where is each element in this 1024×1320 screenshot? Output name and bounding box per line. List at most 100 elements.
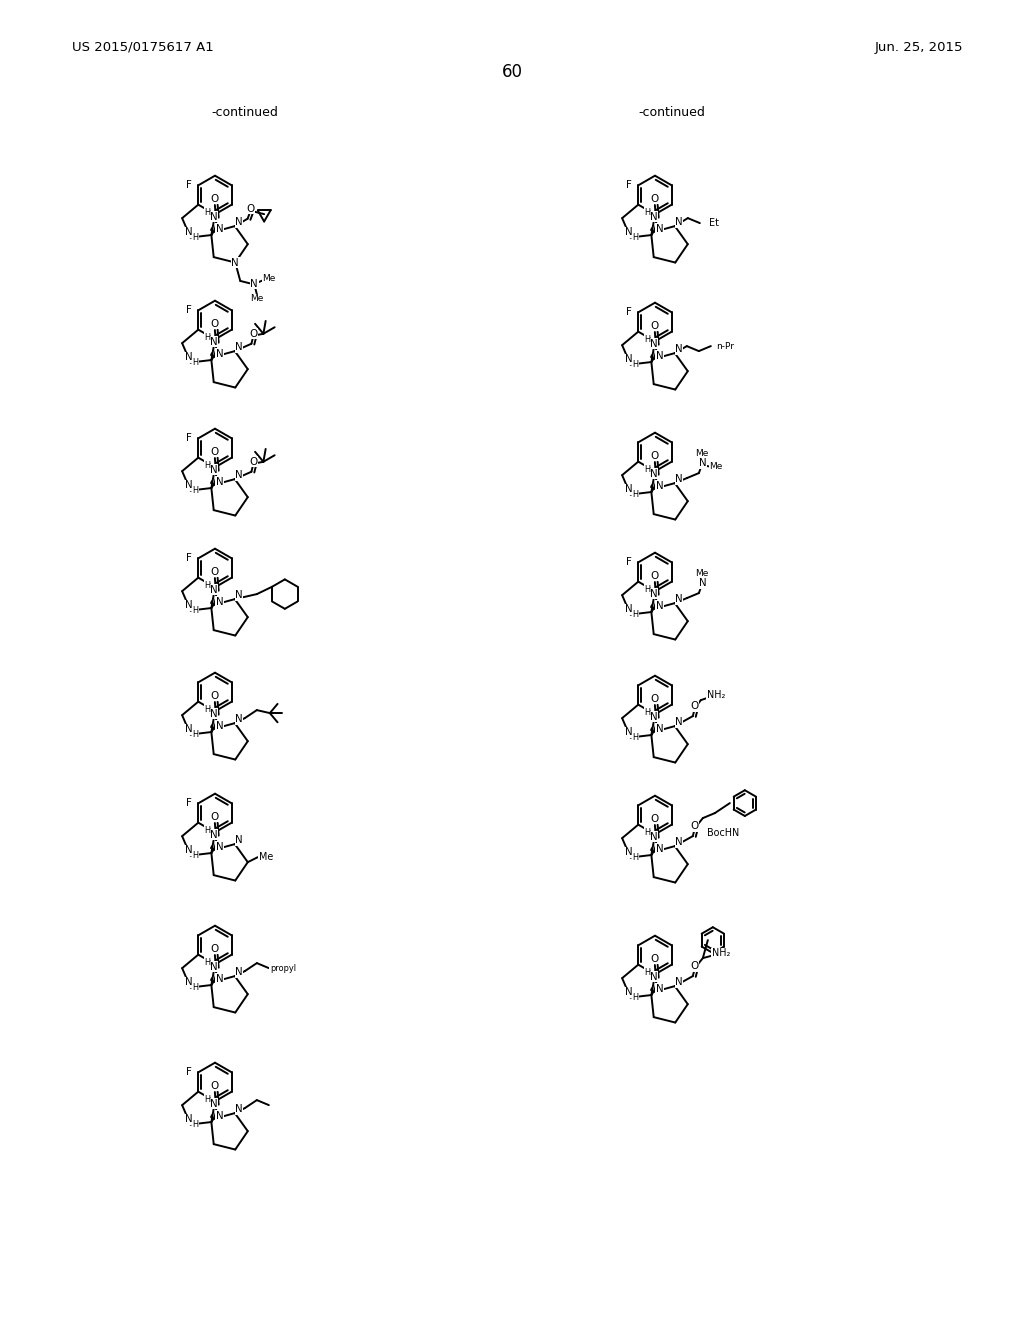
Text: Me: Me <box>695 449 709 458</box>
Text: F: F <box>626 308 632 317</box>
Text: N: N <box>210 213 217 222</box>
Text: F: F <box>186 1068 193 1077</box>
Text: H: H <box>204 581 210 590</box>
Text: Me: Me <box>262 275 275 284</box>
Text: F: F <box>626 181 632 190</box>
Text: N: N <box>185 725 193 734</box>
Text: N: N <box>236 968 243 977</box>
Text: N: N <box>649 832 657 842</box>
Text: F: F <box>186 799 193 808</box>
Text: O: O <box>210 812 218 821</box>
Text: O: O <box>650 570 658 581</box>
Text: N: N <box>626 227 633 238</box>
Text: O: O <box>210 318 218 329</box>
Text: N: N <box>185 601 193 610</box>
Text: H: H <box>633 360 639 370</box>
Text: N: N <box>675 977 683 987</box>
Text: H: H <box>204 333 210 342</box>
Text: N: N <box>251 279 258 289</box>
Text: H: H <box>633 994 639 1002</box>
Text: N: N <box>236 836 243 845</box>
Text: N: N <box>210 465 217 475</box>
Text: H: H <box>204 1094 210 1104</box>
Text: O: O <box>249 329 257 339</box>
Text: H: H <box>633 610 639 619</box>
Text: H: H <box>633 854 639 862</box>
Text: N: N <box>236 470 243 480</box>
Text: H: H <box>204 826 210 834</box>
Text: N: N <box>649 972 657 982</box>
Text: H: H <box>193 1121 199 1130</box>
Text: Me: Me <box>695 569 709 578</box>
Text: US 2015/0175617 A1: US 2015/0175617 A1 <box>72 41 214 54</box>
Text: H: H <box>644 465 650 474</box>
Text: N: N <box>185 352 193 363</box>
Text: H: H <box>644 708 650 717</box>
Text: H: H <box>193 983 199 993</box>
Text: N: N <box>185 1114 193 1125</box>
Text: N: N <box>626 484 633 495</box>
Text: -continued: -continued <box>212 107 279 120</box>
Text: NH₂: NH₂ <box>712 948 730 958</box>
Text: O: O <box>210 1081 218 1090</box>
Text: O: O <box>691 821 699 832</box>
Text: N: N <box>675 216 683 227</box>
Text: N: N <box>210 337 217 347</box>
Text: H: H <box>204 207 210 216</box>
Text: F: F <box>186 433 193 444</box>
Text: N: N <box>210 962 217 972</box>
Text: N: N <box>216 974 223 983</box>
Text: N: N <box>216 477 223 487</box>
Text: O: O <box>650 953 658 964</box>
Text: N: N <box>216 721 223 731</box>
Text: O: O <box>210 944 218 953</box>
Text: N: N <box>216 223 223 234</box>
Text: N: N <box>216 348 223 359</box>
Text: O: O <box>247 203 255 214</box>
Text: N: N <box>626 727 633 738</box>
Text: N: N <box>236 342 243 352</box>
Text: N: N <box>210 709 217 719</box>
Text: H: H <box>204 461 210 470</box>
Text: H: H <box>644 828 650 837</box>
Text: H: H <box>644 207 650 216</box>
Text: H: H <box>193 487 199 495</box>
Text: N: N <box>655 723 664 734</box>
Text: -continued: -continued <box>639 107 706 120</box>
Text: H: H <box>193 606 199 615</box>
Text: N: N <box>649 589 657 599</box>
Text: Me: Me <box>251 294 264 304</box>
Text: N: N <box>236 714 243 725</box>
Text: O: O <box>650 321 658 330</box>
Text: H: H <box>633 734 639 742</box>
Text: N: N <box>626 355 633 364</box>
Text: N: N <box>655 843 664 854</box>
Text: F: F <box>186 181 193 190</box>
Text: O: O <box>210 690 218 701</box>
Text: O: O <box>249 457 257 467</box>
Text: O: O <box>650 813 658 824</box>
Text: H: H <box>204 958 210 966</box>
Text: O: O <box>650 693 658 704</box>
Text: Me: Me <box>710 462 723 471</box>
Text: F: F <box>186 553 193 564</box>
Text: Jun. 25, 2015: Jun. 25, 2015 <box>874 41 964 54</box>
Text: O: O <box>691 701 699 711</box>
Text: N: N <box>216 597 223 607</box>
Text: H: H <box>633 491 639 499</box>
Text: O: O <box>691 961 699 972</box>
Text: F: F <box>626 557 632 568</box>
Text: O: O <box>650 450 658 461</box>
Text: H: H <box>193 234 199 243</box>
Text: O: O <box>210 566 218 577</box>
Text: N: N <box>655 351 664 360</box>
Text: N: N <box>185 227 193 238</box>
Text: N: N <box>655 223 664 234</box>
Text: N: N <box>216 842 223 851</box>
Text: N: N <box>626 605 633 614</box>
Text: O: O <box>210 194 218 203</box>
Text: H: H <box>193 851 199 861</box>
Text: F: F <box>186 305 193 315</box>
Text: 60: 60 <box>502 63 522 81</box>
Text: BocHN: BocHN <box>707 828 739 838</box>
